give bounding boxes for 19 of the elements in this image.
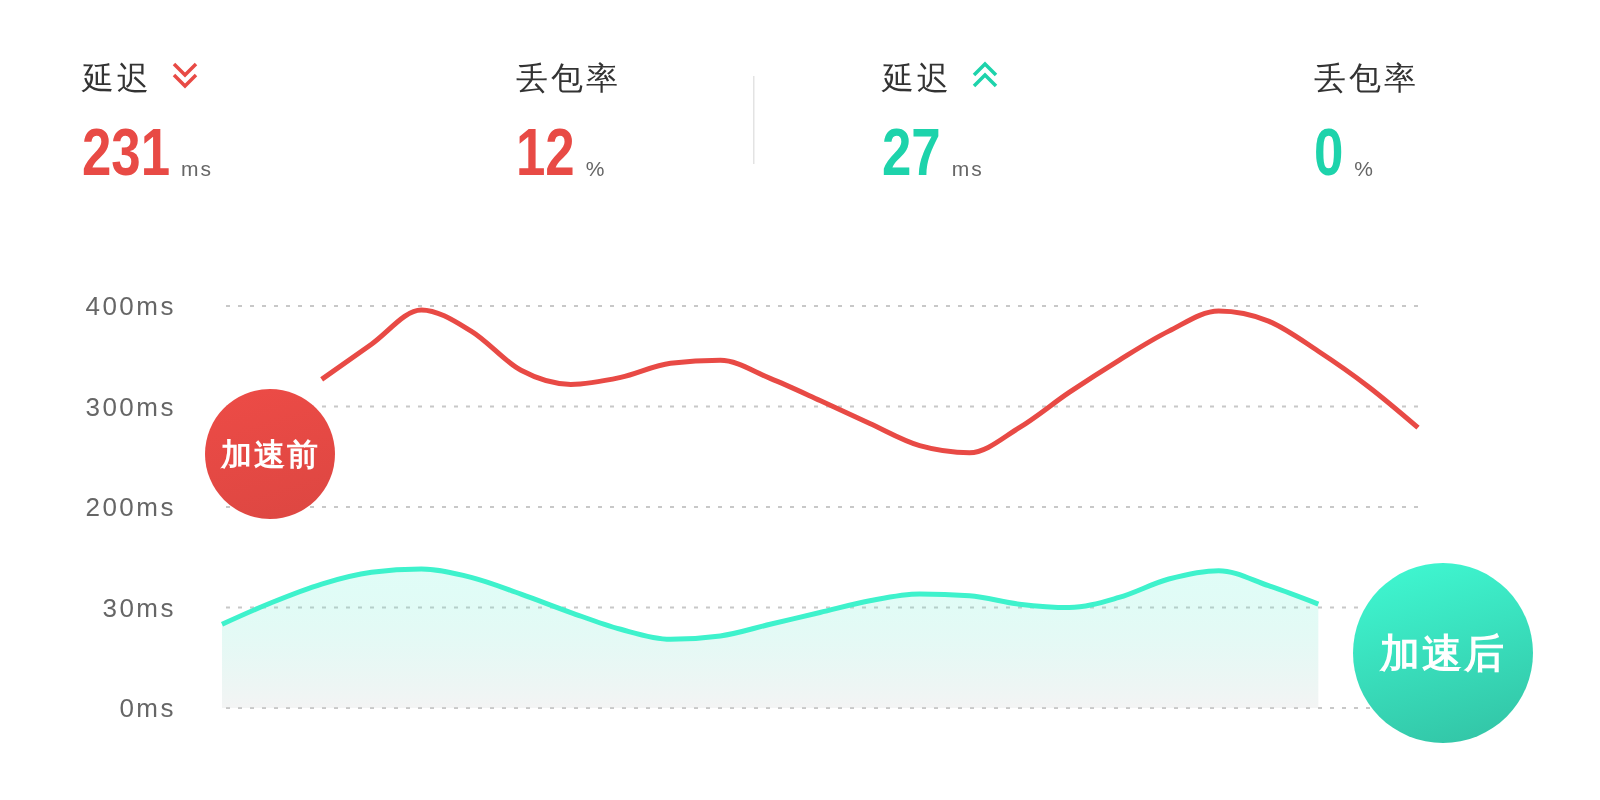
series-label: 加速后	[1379, 631, 1506, 675]
y2-tick-label: 30ms	[102, 592, 176, 623]
category-label: 丢包率	[516, 60, 621, 96]
text: ms	[951, 157, 984, 180]
data-label: 0	[1314, 115, 1344, 190]
y2-tick-label: 0ms	[119, 693, 176, 723]
y-tick-label: 300ms	[85, 391, 176, 422]
text: %	[1354, 157, 1376, 180]
data-label: 231	[82, 115, 171, 190]
series-label: 加速前	[219, 436, 320, 472]
data-label: 12	[516, 115, 575, 190]
data-label: 27	[882, 115, 941, 190]
text: ms	[181, 157, 214, 180]
category-label: 延迟	[881, 60, 952, 96]
text: %	[585, 157, 607, 180]
category-label: 丢包率	[1314, 60, 1419, 96]
y-tick-label: 200ms	[85, 492, 176, 522]
category-label: 延迟	[81, 60, 152, 96]
y-tick-label: 400ms	[85, 291, 176, 321]
